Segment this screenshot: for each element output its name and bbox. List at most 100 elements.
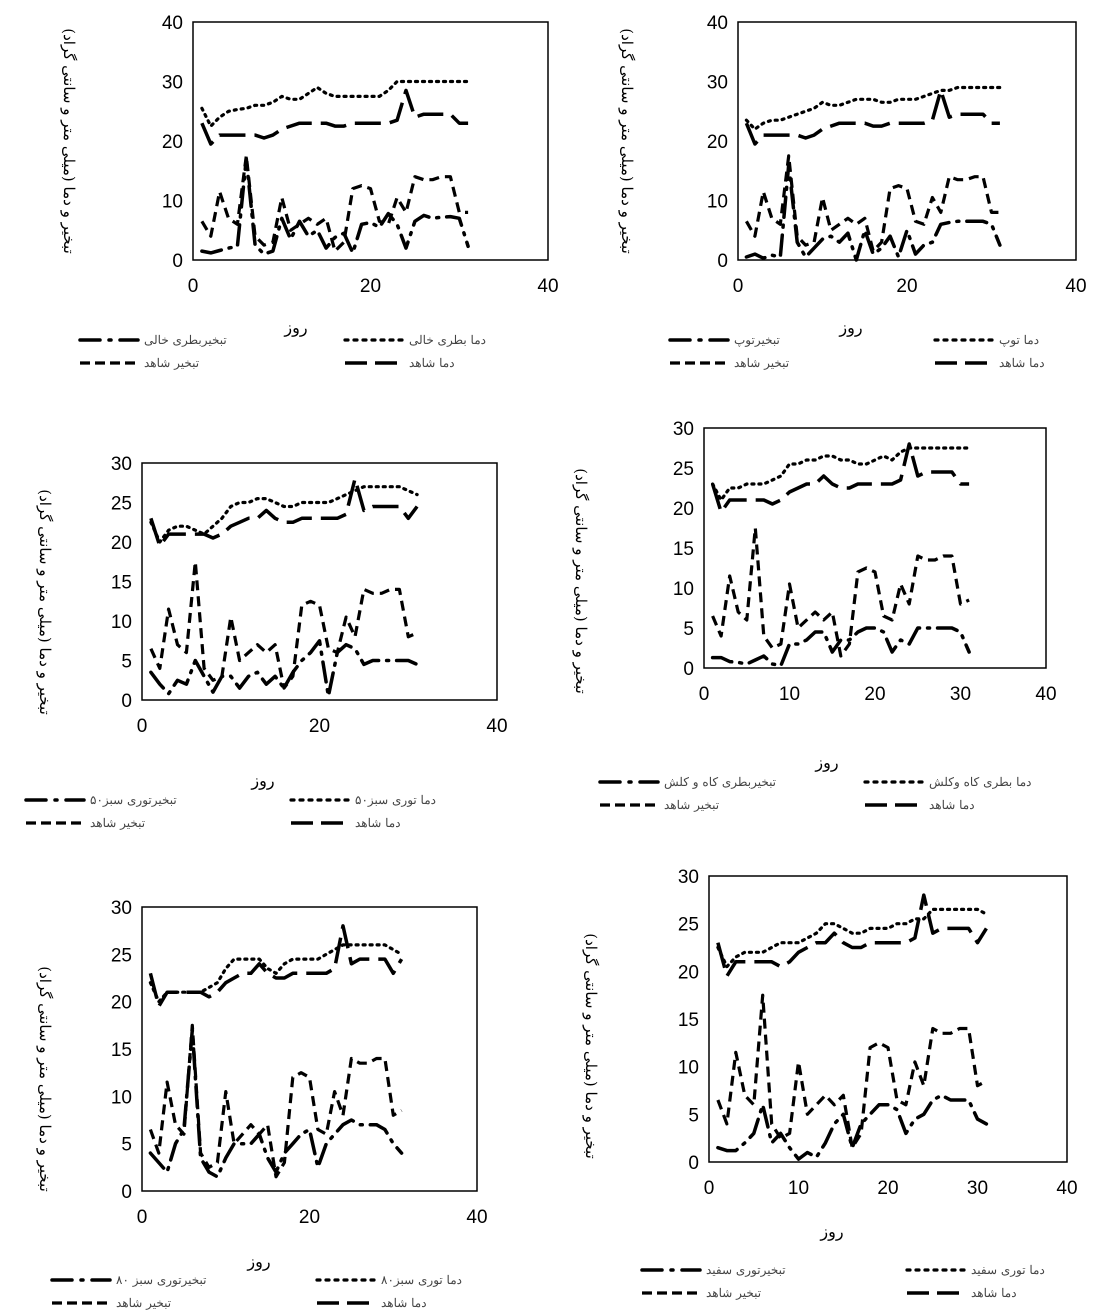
legend-label: دما شاهد (929, 798, 975, 812)
x-axis-label: روز (819, 1222, 843, 1241)
legend-label: دما توری سفید (971, 1263, 1045, 1277)
x-axis-label: روز (838, 318, 862, 337)
x-tick-label: 20 (299, 1207, 320, 1228)
x-tick-label: 10 (779, 684, 800, 705)
y-tick-label: 10 (673, 579, 694, 600)
y-tick-label: 0 (121, 1182, 132, 1203)
y-tick-label: 20 (162, 132, 183, 153)
legend-label: تبخیربطری خالی (144, 333, 227, 347)
x-tick-label: 0 (188, 276, 199, 297)
series-line-2 (716, 907, 988, 969)
chart-panel-2: 0 10 20 30 40 0 20 40 تبخیر و دما (میلی متر و سا… (560, 0, 1109, 400)
legend-label: دما توری سبز۵۰ (355, 793, 436, 807)
y-tick-label: 10 (678, 1058, 699, 1079)
y-tick-label: 20 (111, 533, 132, 554)
y-tick-label: 10 (111, 612, 132, 633)
chart-svg-2: 0 10 20 30 40 0 20 40 تبخیر و دما (میلی متر و سا… (618, 13, 1087, 370)
y-axis-label: تبخیر و دما (میلی متر و سانتی گراد) (618, 28, 636, 254)
chart-svg-6: 0 5 10 15 20 25 30 0 10 20 30 40 تبخیر و دما (میلی م… (582, 867, 1078, 1300)
y-tick-label: 20 (707, 132, 728, 153)
y-tick-label: 15 (111, 573, 132, 594)
series-line-4 (716, 893, 988, 978)
legend-label: دما بطری خالی (409, 333, 486, 347)
x-tick-label: 40 (1035, 684, 1056, 705)
y-tick-label: 0 (688, 1153, 699, 1174)
y-tick-label: 10 (162, 192, 183, 213)
legend-label: تبخیرتوری سفید (706, 1263, 786, 1277)
y-tick-label: 20 (678, 962, 699, 983)
legend-label: تبخیرتوری سبز ۸۰ (116, 1273, 207, 1287)
x-tick-label: 0 (733, 276, 744, 297)
chart-svg-1: 0 10 20 30 40 0 20 40 تبخیر و دما (میلی متر و سا… (60, 13, 559, 370)
plot-area-6 (708, 875, 1068, 1163)
legend-label: دما شاهد (971, 1286, 1017, 1300)
plot-area-5 (141, 906, 478, 1192)
y-tick-label: 10 (707, 192, 728, 213)
series-line-2 (711, 446, 971, 502)
x-tick-label: 10 (788, 1178, 809, 1199)
series-line-1 (200, 157, 470, 256)
series-line-1 (148, 1028, 404, 1179)
x-tick-label: 40 (1065, 276, 1086, 297)
x-axis-label: روز (250, 771, 274, 790)
chart-panel-6: 0 5 10 15 20 25 30 0 10 20 30 40 تبخیر و دما (میلی م… (560, 850, 1109, 1315)
series-line-1 (149, 639, 419, 698)
y-tick-label: 5 (121, 1135, 132, 1156)
y-tick-label: 25 (678, 915, 699, 936)
y-tick-label: 25 (111, 945, 132, 966)
y-tick-label: 20 (111, 993, 132, 1014)
series-line-1 (716, 1093, 989, 1161)
x-tick-label: 30 (950, 684, 971, 705)
y-tick-label: 15 (678, 1010, 699, 1031)
x-tick-label: 0 (137, 1207, 148, 1228)
x-tick-label: 40 (486, 716, 507, 737)
series-line-2 (149, 485, 419, 544)
y-tick-label: 40 (162, 13, 183, 34)
legend-label: تبخیر شاهد (116, 1296, 171, 1310)
y-tick-label: 5 (688, 1105, 699, 1126)
y-axis-label: تبخیر و دما (میلی متر و سانتی گراد) (60, 28, 78, 254)
y-tick-label: 0 (683, 659, 694, 680)
x-tick-label: 20 (877, 1178, 898, 1199)
x-tick-label: 30 (967, 1178, 988, 1199)
legend-label: دما شاهد (381, 1296, 427, 1310)
y-tick-label: 5 (121, 652, 132, 673)
series-line-4 (148, 924, 404, 1009)
y-tick-label: 10 (111, 1087, 132, 1108)
series-line-3 (148, 1023, 403, 1179)
x-axis-label: روز (283, 318, 307, 337)
x-axis-label: روز (814, 753, 838, 772)
series-line-3 (716, 993, 988, 1150)
y-tick-label: 30 (111, 454, 132, 475)
y-axis-label: تبخیر و دما (میلی متر و سانتی گراد) (36, 966, 54, 1192)
plot-area-4 (703, 427, 1047, 669)
legend-label: تبخیر شاهد (734, 356, 789, 370)
series-line-4 (200, 88, 469, 146)
x-tick-label: 0 (699, 684, 710, 705)
y-tick-label: 15 (673, 539, 694, 560)
series-line-3 (149, 560, 418, 690)
legend-label: دما شاهد (355, 816, 401, 830)
y-tick-label: 30 (707, 73, 728, 94)
x-axis-label: روز (246, 1252, 270, 1271)
chart-panel-1: 0 10 20 30 40 0 20 40 تبخیر و دما (میلی متر و سا… (0, 0, 560, 400)
y-tick-label: 30 (678, 867, 699, 888)
x-tick-label: 20 (864, 684, 885, 705)
legend-label: تبخیرتوپ (734, 333, 780, 347)
legend-label: تبخیرتوری سبز۵۰ (90, 793, 177, 807)
y-tick-label: 0 (717, 251, 728, 272)
y-tick-label: 25 (673, 459, 694, 480)
series-line-4 (744, 88, 1000, 146)
chart-panel-4: 0 5 10 15 20 25 30 0 10 20 30 40 تبخیر و دما (میلی م… (560, 410, 1109, 840)
legend-label: دما توپ (999, 333, 1039, 347)
series-line-4 (149, 477, 419, 548)
legend-label: دما توری سبز۸۰ (381, 1273, 462, 1287)
legend-label: دما شاهد (999, 356, 1045, 370)
chart-svg-3: 0 5 10 15 20 25 30 0 20 40 تبخیر و دما (میلی متر و… (24, 454, 508, 830)
chart-svg-5: 0 5 10 15 20 25 30 0 20 40 تبخیر و دما (میلی متر و… (36, 898, 488, 1310)
legend-label: دما شاهد (409, 356, 455, 370)
series-line-2 (200, 79, 470, 128)
y-axis-label: تبخیر و دما (میلی متر و سانتی گراد) (572, 468, 590, 694)
y-axis-label: تبخیر و دما (میلی متر و سانتی گراد) (582, 933, 600, 1159)
x-tick-label: 40 (466, 1207, 487, 1228)
